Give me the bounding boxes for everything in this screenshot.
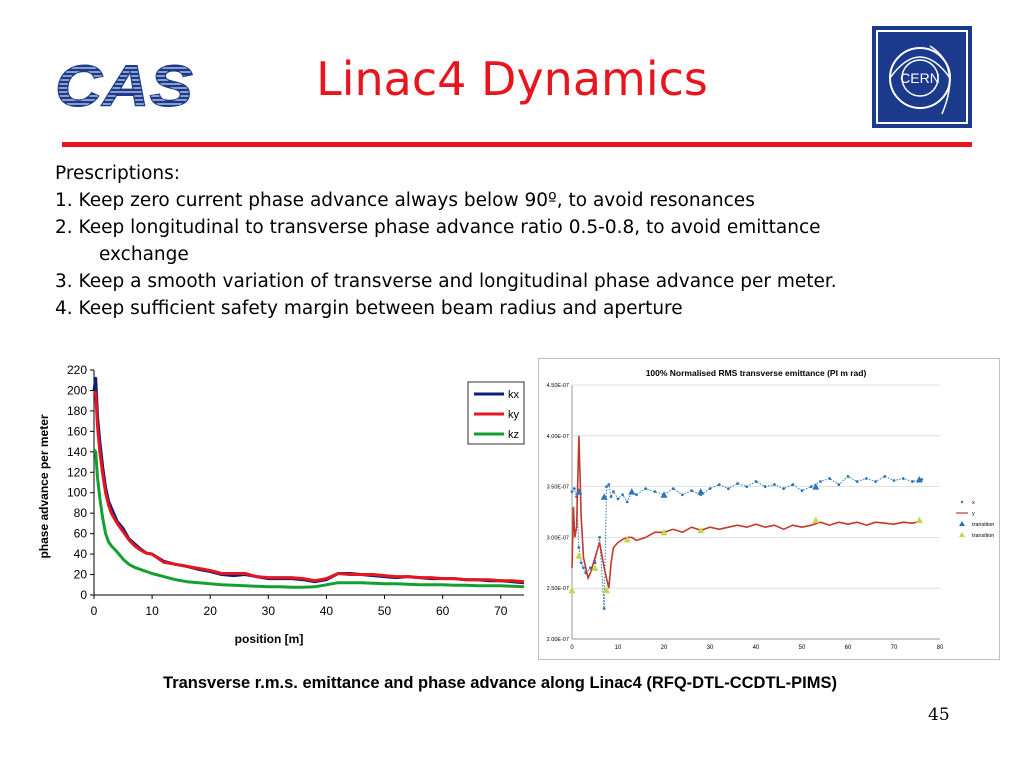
x-tick-label: 40 — [753, 645, 760, 651]
x-tick-label: 60 — [436, 604, 450, 618]
transition-marker — [591, 564, 599, 571]
y-axis-label: phase advance per meter — [37, 414, 51, 558]
transition-marker — [660, 491, 668, 498]
phase-advance-chart: 0 20 40 60 80 100 120 140 160 180 200 220 0 10 20 30 40 5… — [37, 363, 525, 646]
prescription-item-1: 1. Keep zero current phase advance alway… — [55, 190, 755, 211]
x-tick-label: 20 — [204, 604, 218, 618]
prescription-item-3: 3. Keep a smooth variation of transverse… — [55, 271, 837, 292]
y-tick-label: 0 — [80, 588, 87, 602]
x-tick-label: 80 — [937, 645, 944, 651]
x-tick-label: 10 — [615, 645, 622, 651]
transition-marker — [660, 528, 668, 536]
x-tick-label: 60 — [845, 645, 852, 651]
x-tick-label: 70 — [891, 645, 898, 651]
series-line-kz — [92, 448, 525, 589]
legend-label-ky: ky — [508, 409, 520, 421]
x-tick-label: 50 — [799, 645, 806, 651]
transition-marker — [812, 483, 820, 490]
y-tick-label: 140 — [67, 445, 87, 459]
y-tick-label: 3.50E-07 — [547, 485, 569, 491]
slide-title: Linac4 Dynamics — [316, 52, 708, 106]
x-tick-label: 10 — [145, 604, 159, 618]
legend-label-kx: kx — [508, 389, 520, 401]
transition-marker — [915, 475, 923, 483]
legend-label: transition — [972, 533, 994, 539]
x-tick-label: 30 — [707, 645, 714, 651]
y-tick-label: 4.50E-07 — [547, 383, 569, 389]
y-tick-label: 2.50E-07 — [547, 586, 569, 592]
emittance-chart: 100% Normalised RMS transverse emittance… — [538, 358, 1000, 660]
transition-marker — [915, 516, 923, 524]
legend-swatch-transition — [959, 532, 965, 537]
transition-marker — [697, 488, 705, 495]
y-tick-label: 100 — [67, 486, 87, 500]
y-tick-label: 200 — [67, 383, 87, 397]
x-axis-label: position [m] — [235, 632, 304, 646]
transition-marker — [603, 586, 610, 594]
chart-title: 100% Normalised RMS transverse emittance… — [646, 368, 867, 378]
cern-logo: CERN — [872, 26, 972, 128]
y-tick-label: 2.00E-07 — [547, 637, 569, 643]
x-tick-label: 40 — [320, 604, 334, 618]
x-tick-label: 50 — [378, 604, 392, 618]
y-tick-label: 40 — [74, 547, 88, 561]
x-tick-label: 0 — [570, 645, 574, 651]
prescriptions-heading: Prescriptions: — [55, 163, 181, 184]
x-tick-label: 20 — [661, 645, 668, 651]
legend-label: transition — [972, 522, 994, 528]
legend-swatch-transition — [959, 521, 965, 526]
legend-swatch-x — [960, 500, 964, 504]
y-tick-label: 20 — [74, 568, 88, 582]
prescription-item-4: 4. Keep sufficient safety margin between… — [55, 298, 683, 319]
transition-marker — [575, 552, 583, 559]
data-point-x — [609, 495, 613, 499]
data-point-x — [605, 485, 608, 488]
legend-label: x — [972, 500, 975, 506]
y-tick-label: 220 — [67, 363, 87, 377]
series-line-y — [571, 435, 922, 589]
x-tick-label: 30 — [262, 604, 276, 618]
prescription-item-2: 2. Keep longitudinal to transverse phase… — [55, 217, 821, 238]
x-tick-label: 70 — [494, 604, 508, 618]
y-tick-label: 180 — [67, 404, 87, 418]
transition-marker — [628, 488, 636, 495]
series-transition-2 — [568, 516, 923, 594]
title-divider — [62, 142, 972, 147]
cas-logo: CAS — [55, 58, 194, 114]
y-tick-label: 80 — [74, 506, 88, 520]
series-line-ky — [92, 391, 525, 584]
data-point-x — [602, 607, 606, 610]
legend-label: y — [972, 511, 975, 517]
transition-marker — [575, 488, 583, 495]
series-transition-1 — [575, 475, 923, 500]
chart-legend: xy transition transition — [956, 500, 994, 539]
x-tick-label: 0 — [91, 604, 98, 618]
y-tick-label: 4.00E-07 — [547, 434, 569, 440]
chart-legend: kx ky kz — [467, 381, 525, 445]
page-number: 45 — [928, 705, 950, 725]
y-tick-label: 60 — [74, 527, 88, 541]
transition-marker — [623, 535, 631, 543]
chart-frame — [538, 358, 1000, 660]
series-line-kx — [92, 376, 525, 585]
figure-caption: Transverse r.m.s. emittance and phase ad… — [163, 674, 837, 692]
prescription-item-2-continued: exchange — [99, 244, 189, 265]
cas-logo-text: CAS — [55, 58, 193, 114]
y-tick-label: 120 — [67, 465, 87, 479]
transition-marker — [600, 493, 608, 500]
y-tick-label: 160 — [67, 424, 87, 438]
transition-marker — [697, 526, 705, 534]
prescriptions-text: Prescriptions: 1. Keep zero current phas… — [55, 160, 995, 322]
y-tick-label: 3.00E-07 — [547, 535, 569, 541]
legend-label-kz: kz — [508, 429, 519, 441]
transition-marker — [812, 516, 820, 524]
transition-marker — [568, 586, 576, 594]
cern-logo-text: CERN — [900, 70, 940, 86]
